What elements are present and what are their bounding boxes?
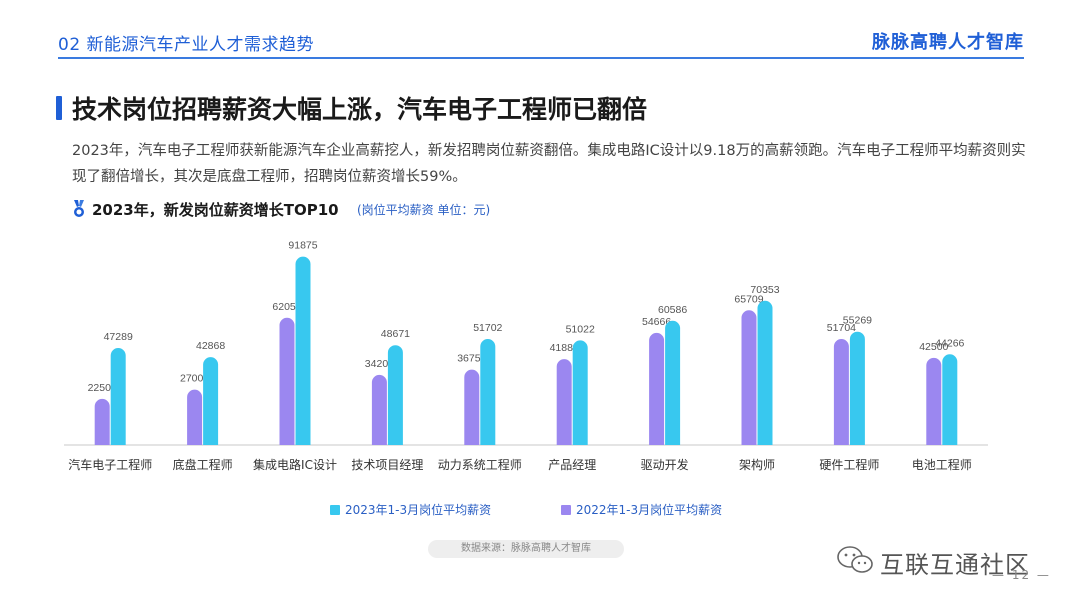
category-label-hardware: 硬件工程师 (819, 457, 879, 472)
bar-2022-product-manager (556, 359, 572, 445)
bar-2023-chassis (203, 357, 219, 445)
data-label-2022-tech-pm: 34201 (365, 358, 394, 370)
bar-2022-battery (926, 357, 942, 445)
watermark-text: 互联互通社区 (880, 551, 1030, 579)
data-label-2022-product-manager: 41880 (550, 342, 579, 354)
header-divider (58, 57, 1024, 59)
category-label-driver-dev: 驱动开发 (641, 457, 689, 472)
data-label-2022-architect: 65709 (734, 293, 763, 305)
medal-icon (74, 200, 84, 217)
chart-subtitle: (岗位平均薪资 单位：元) (357, 203, 491, 217)
section-title: 02 新能源汽车产业人才需求趋势 (58, 35, 315, 55)
bar-2023-ic-design (295, 256, 311, 445)
data-label-2023-tech-pm: 48671 (381, 328, 410, 340)
bar-2022-architect (741, 310, 757, 445)
legend-label-2022: 2022年1-3月岗位平均薪资 (576, 503, 723, 517)
data-label-2022-powertrain: 36750 (457, 353, 486, 365)
data-label-2023-chassis: 42868 (196, 340, 225, 352)
title-accent-bar (56, 96, 62, 120)
legend-item-2023: 2023年1-3月岗位平均薪资 (330, 501, 491, 517)
category-label-architect: 架构师 (739, 457, 775, 472)
category-label-ic-design: 集成电路IC设计 (253, 457, 337, 472)
data-label-2023-architect: 70353 (750, 284, 779, 296)
description-text: 2023年，汽车电子工程师获新能源汽车企业高薪挖人，新发招聘岗位薪资翻倍。集成电… (72, 143, 1026, 185)
data-label-2023-car-electronics: 47289 (104, 331, 133, 343)
category-label-tech-pm: 技术项目经理 (351, 458, 423, 472)
bar-2022-ic-design (279, 317, 295, 445)
wechat-icon (837, 546, 873, 573)
bar-2023-architect (757, 300, 773, 445)
category-label-battery: 电池工程师 (912, 457, 972, 472)
page-title: 技术岗位招聘薪资大幅上涨，汽车电子工程师已翻倍 (72, 95, 648, 124)
bar-2023-driver-dev (665, 320, 681, 445)
legend-label-2023: 2023年1-3月岗位平均薪资 (345, 503, 492, 517)
category-label-product-manager: 产品经理 (548, 458, 596, 472)
bar-2022-car-electronics (94, 398, 110, 445)
bar-2022-hardware (833, 339, 849, 445)
bar-2023-car-electronics (110, 348, 126, 445)
legend-swatch-2022 (561, 505, 571, 515)
data-label-2022-driver-dev: 54666 (642, 316, 671, 328)
bar-2023-tech-pm (387, 345, 403, 445)
category-label-car-electronics: 汽车电子工程师 (68, 457, 152, 472)
data-label-2022-battery: 42500 (919, 341, 948, 353)
bar-2023-product-manager (572, 340, 588, 445)
bar-2022-driver-dev (649, 332, 665, 445)
category-label-chassis: 底盘工程师 (173, 457, 233, 472)
data-label-2023-driver-dev: 60586 (658, 304, 687, 316)
data-label-2022-ic-design: 62058 (272, 301, 301, 313)
bar-2023-battery (942, 354, 958, 445)
data-label-2022-chassis: 27000 (180, 373, 209, 385)
data-label-2023-powertrain: 51702 (473, 322, 502, 334)
data-label-2023-battery: 44266 (935, 337, 964, 349)
bar-2022-tech-pm (371, 374, 387, 445)
legend-item-2022: 2022年1-3月岗位平均薪资 (561, 501, 722, 517)
data-label-2022-car-electronics: 22500 (88, 382, 117, 394)
chart-title: 2023年，新发岗位薪资增长TOP10 (92, 201, 339, 219)
bar-2023-powertrain (480, 339, 496, 445)
data-label-2022-hardware: 51704 (827, 322, 856, 334)
page-number: — 12 — (992, 568, 1051, 582)
brand-name: 脉脉高聘人才智库 (872, 32, 1024, 53)
data-source: 数据来源：脉脉高聘人才智库 (428, 540, 624, 558)
bar-2022-chassis (187, 389, 203, 445)
legend-swatch-2023 (330, 505, 340, 515)
data-label-2023-hardware: 55269 (843, 315, 872, 327)
bar-2022-powertrain (464, 369, 480, 445)
data-label-2023-product-manager: 51022 (566, 323, 595, 335)
category-label-powertrain: 动力系统工程师 (438, 457, 522, 472)
bar-2023-hardware (849, 331, 865, 445)
page-header: 02 新能源汽车产业人才需求趋势 脉脉高聘人才智库 (58, 26, 1024, 56)
data-label-2023-ic-design: 91875 (288, 240, 317, 252)
